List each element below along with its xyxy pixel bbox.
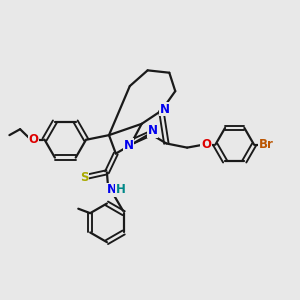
Text: N: N (147, 124, 158, 137)
Text: Br: Br (259, 138, 274, 151)
Text: S: S (80, 171, 88, 184)
Text: N: N (107, 183, 117, 196)
Text: N: N (160, 103, 170, 116)
Text: O: O (201, 138, 211, 151)
Text: N: N (124, 139, 134, 152)
Text: H: H (116, 183, 126, 196)
Text: O: O (29, 133, 39, 146)
